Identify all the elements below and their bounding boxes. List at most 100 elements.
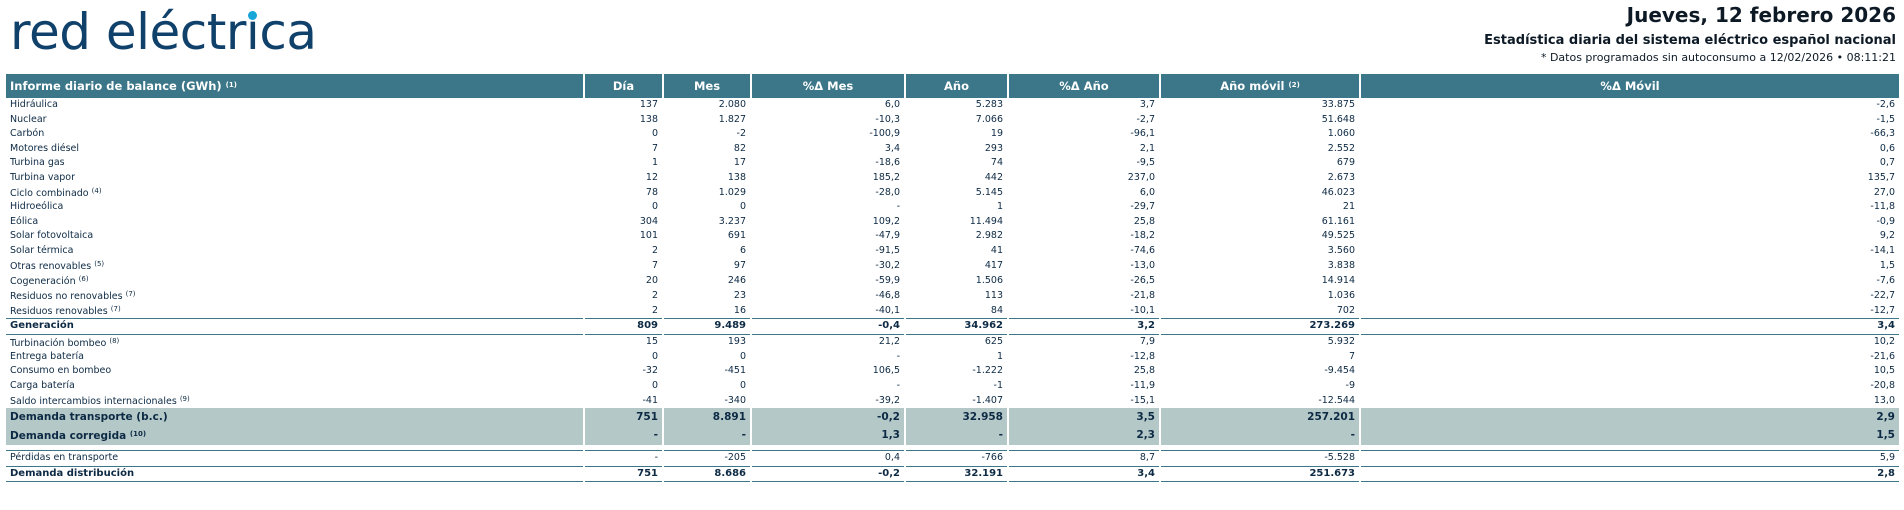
table-row: Cogeneración (6) 20 246 -59,9 1.506 -26,5 14.9… [6,273,1899,288]
value-cell: 41 [904,243,1008,258]
footnote-marker: (10) [129,430,147,438]
value-cell: 6,0 [750,98,905,113]
value-cell: 51.648 [1159,112,1360,127]
row-label: Turbinación bombeo [10,337,107,349]
footnote-marker: (6) [78,275,89,283]
value-cell: 97 [662,258,751,273]
row-label-cell: Entrega batería [6,350,584,365]
value-cell: 691 [662,229,751,244]
value-cell: 185,2 [750,170,905,185]
value-cell: 625 [904,334,1008,350]
balance-table: Informe diario de balance (GWh) (1) Día Me… [6,74,1899,482]
row-label-cell: Turbina vapor [6,171,584,186]
table-row: Turbina gas 1 17 -18,6 74 -9,5 679 0,7 [6,156,1899,171]
value-cell: -340 [662,393,751,408]
value-cell: 12 [583,170,663,185]
value-cell: 679 [1159,156,1360,171]
value-cell: -2,7 [1007,112,1160,127]
row-label-cell: Demanda distribución [6,465,584,482]
row-label-cell: Turbinación bombeo (8) [6,334,584,350]
row-label: Turbina vapor [10,171,76,183]
row-label: Carga batería [10,379,75,391]
value-cell: 82 [662,141,751,156]
value-cell: 442 [904,170,1008,185]
row-label: Solar térmica [10,244,74,256]
value-cell: 246 [662,273,751,288]
table-row: Residuos no renovables (7) 2 23 -46,8 113 -21… [6,288,1899,303]
row-label-cell: Carbón [6,127,584,142]
value-cell: 5.283 [904,98,1008,113]
value-cell: 2.080 [662,98,751,113]
value-cell: 0 [662,378,751,393]
table-row: Consumo en bombeo -32 -451 106,5 -1.222 25,8-… [6,364,1899,379]
value-cell: 137 [583,98,663,113]
value-cell: - [1159,425,1360,446]
value-cell: 61.161 [1159,214,1360,229]
value-cell: 251.673 [1159,465,1360,482]
value-cell: -39,2 [750,393,905,408]
value-cell: 7,9 [1007,334,1160,350]
row-label: Nuclear [10,113,47,125]
table-row: Eólica 304 3.237 109,2 11.494 25,8 61.161 -0,9 [6,214,1899,229]
table-header-row: Informe diario de balance (GWh) (1) Día Me… [6,74,1899,98]
value-cell: 304 [583,214,663,229]
column-header: %Δ Móvil [1359,74,1899,98]
table-row: Pérdidas en transporte - -205 0,4 -766 8,7 -5.… [6,450,1899,466]
value-cell: 7 [583,258,663,273]
row-label-cell: Nuclear [6,113,584,128]
value-cell: 74 [904,156,1008,171]
value-cell: 2.982 [904,229,1008,244]
row-label-cell: Demanda transporte (b.c.) [6,408,584,425]
value-cell: 106,5 [750,364,905,379]
value-cell: 1.060 [1159,127,1360,142]
table-row: Demanda distribución 751 8.686 -0,2 32.191 3,… [6,465,1899,482]
row-label: Demanda transporte (b.c.) [10,410,168,423]
value-cell: 0,6 [1359,141,1899,156]
value-cell: 1 [904,349,1008,364]
value-cell: -0,4 [750,318,905,335]
value-cell: -100,9 [750,127,905,142]
value-cell: 16 [662,303,751,319]
value-cell: 0 [583,200,663,215]
value-cell: -29,7 [1007,200,1160,215]
value-cell: -46,8 [750,288,905,303]
value-cell: 3.838 [1159,258,1360,273]
value-cell: 702 [1159,303,1360,319]
table-row: Carbón 0 -2 -100,9 19 -96,1 1.060 -66,3 [6,127,1899,142]
value-cell: -0,2 [750,465,905,482]
value-cell: 1,5 [1359,258,1899,273]
row-label: Hidráulica [10,99,58,111]
table-row: Solar térmica 2 6 -91,5 41 -74,6 3.560 -14,1 [6,243,1899,258]
value-cell: 21 [1159,200,1360,215]
value-cell: -11,8 [1359,200,1899,215]
value-cell: -1,5 [1359,112,1899,127]
value-cell: - [583,450,663,466]
value-cell: 0,7 [1359,156,1899,171]
value-cell: -1.222 [904,364,1008,379]
table-row: Otras renovables (5) 7 97 -30,2 417 -13,0 3.83… [6,258,1899,273]
table-row: Hidroeólica 0 0-1 -29,7 21 -11,8 [6,200,1899,215]
value-cell: 1.827 [662,112,751,127]
value-cell: -9 [1159,378,1360,393]
value-cell: 1 [904,200,1008,215]
value-cell: 3,5 [1007,408,1160,425]
value-cell: 2,9 [1359,408,1899,425]
value-cell: 6,0 [1007,185,1160,200]
value-cell: - [750,378,905,393]
value-cell: - [662,425,751,446]
value-cell: 25,8 [1007,214,1160,229]
row-label: Hidroeólica [10,201,64,213]
value-cell: 14.914 [1159,273,1360,288]
table-row: Motores diésel 7 82 3,4 293 2,1 2.552 0,6 [6,141,1899,156]
column-header: %Δ Año [1007,74,1160,98]
value-cell: 21,2 [750,334,905,350]
table-row: Solar fotovoltaica 101 691 -47,9 2.982 -18,2 4… [6,229,1899,244]
value-cell: 5.145 [904,185,1008,200]
table-row: Hidráulica 137 2.080 6,0 5.283 3,7 33.875 -2,6 [6,98,1899,113]
row-label-cell: Solar fotovoltaica [6,229,584,244]
value-cell: -1.407 [904,393,1008,408]
value-cell: 2,1 [1007,141,1160,156]
column-header-label: Mes [693,79,721,93]
value-cell: 3,4 [1359,318,1899,335]
row-label: Entrega batería [10,350,84,362]
